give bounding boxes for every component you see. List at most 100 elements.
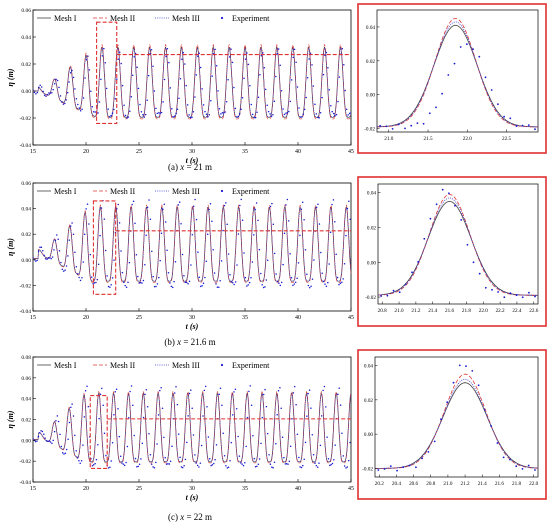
experiment-point bbox=[188, 280, 191, 283]
experiment-point bbox=[285, 204, 287, 206]
experiment-point bbox=[133, 56, 135, 58]
experiment-point bbox=[42, 90, 44, 93]
experiment-point bbox=[43, 254, 45, 257]
experiment-point bbox=[345, 108, 348, 111]
experiment-point bbox=[258, 458, 261, 460]
zoom-area bbox=[375, 364, 538, 472]
zoom-x-tick-label: 21.0 bbox=[443, 481, 452, 487]
experiment-point bbox=[273, 461, 276, 464]
experiment-point bbox=[84, 390, 87, 392]
experiment-point bbox=[189, 117, 192, 119]
experiment-point bbox=[301, 201, 304, 203]
experiment-point bbox=[201, 88, 203, 90]
experiment-point bbox=[327, 457, 330, 460]
experiment-point bbox=[275, 443, 277, 445]
experiment-point bbox=[192, 205, 195, 208]
experiment-point bbox=[61, 451, 64, 454]
zoom-experiment-point bbox=[441, 92, 443, 95]
caption-a-suffix: = 21 m bbox=[184, 162, 212, 172]
experiment-point bbox=[292, 392, 295, 394]
experiment-point bbox=[336, 276, 339, 279]
experiment-point bbox=[208, 208, 210, 211]
experiment-point bbox=[40, 86, 43, 88]
experiment-point bbox=[75, 98, 78, 100]
experiment-point bbox=[324, 283, 326, 285]
zoom-experiment-point bbox=[509, 458, 511, 461]
experiment-point bbox=[298, 456, 300, 459]
experiment-point bbox=[216, 286, 219, 288]
experiment-point bbox=[79, 279, 82, 282]
experiment-point bbox=[123, 464, 126, 467]
experiment-point bbox=[92, 111, 95, 113]
zoom-experiment-point bbox=[386, 294, 389, 297]
experiment-point bbox=[76, 273, 79, 275]
experiment-point bbox=[334, 115, 336, 117]
legend-label: Experiment bbox=[232, 187, 270, 196]
experiment-point bbox=[56, 234, 58, 236]
experiment-point bbox=[220, 260, 223, 262]
experiment-point bbox=[330, 104, 332, 107]
experiment-point bbox=[263, 66, 266, 69]
experiment-point bbox=[198, 466, 200, 468]
experiment-point bbox=[266, 432, 269, 435]
zoom-experiment-point bbox=[446, 401, 449, 404]
zoom-experiment-point bbox=[472, 261, 475, 264]
experiment-point bbox=[211, 463, 214, 466]
experiment-point bbox=[311, 278, 314, 280]
experiment-point bbox=[45, 440, 48, 442]
experiment-point bbox=[255, 202, 258, 204]
experiment-point bbox=[36, 91, 39, 94]
experiment-point bbox=[84, 77, 86, 79]
zoom-experiment-point bbox=[509, 292, 512, 294]
experiment-point bbox=[308, 389, 311, 391]
zoom-experiment-point bbox=[491, 288, 493, 291]
zoom-experiment-point bbox=[422, 122, 425, 125]
experiment-point bbox=[132, 200, 135, 202]
x-tick-label: 25 bbox=[136, 315, 142, 321]
experiment-point bbox=[282, 108, 284, 110]
experiment-point bbox=[215, 65, 218, 67]
experiment-point bbox=[47, 257, 50, 259]
experiment-point bbox=[210, 464, 212, 467]
experiment-point bbox=[234, 388, 237, 391]
zoom-experiment-point bbox=[515, 125, 518, 127]
experiment-point bbox=[299, 466, 301, 468]
experiment-point bbox=[48, 440, 50, 442]
experiment-point bbox=[276, 280, 279, 283]
experiment-point bbox=[343, 465, 346, 467]
experiment-point bbox=[178, 97, 180, 99]
experiment-point bbox=[211, 75, 213, 77]
experiment-point bbox=[302, 464, 304, 467]
experiment-point bbox=[337, 393, 339, 395]
experiment-point bbox=[177, 433, 180, 435]
experiment-point bbox=[117, 203, 119, 206]
experiment-point bbox=[150, 49, 153, 51]
experiment-point bbox=[194, 454, 196, 456]
experiment-point bbox=[61, 101, 63, 103]
experiment-point bbox=[275, 273, 277, 275]
experiment-point bbox=[62, 270, 65, 272]
x-tick-label: 15 bbox=[30, 315, 36, 321]
experiment-point bbox=[250, 404, 253, 407]
experiment-point bbox=[195, 74, 198, 76]
experiment-point bbox=[148, 432, 150, 435]
experiment-point bbox=[308, 286, 311, 289]
experiment-point bbox=[223, 204, 226, 207]
experiment-point bbox=[253, 234, 255, 236]
experiment-point bbox=[260, 442, 262, 445]
experiment-point bbox=[143, 116, 146, 118]
y-tick-label: 0.06 bbox=[21, 181, 31, 187]
experiment-point bbox=[55, 420, 57, 422]
experiment-point bbox=[157, 414, 160, 416]
experiment-point bbox=[165, 55, 167, 58]
experiment-point bbox=[120, 250, 122, 252]
zoom-experiment-point bbox=[417, 261, 419, 263]
experiment-point bbox=[96, 278, 99, 281]
zoom-x-tick-label: 21.6 bbox=[495, 481, 504, 487]
experiment-point bbox=[102, 404, 104, 407]
zoom-experiment-point bbox=[478, 272, 481, 275]
zoom-area bbox=[378, 188, 538, 299]
caption-c-suffix: = 22 m bbox=[184, 512, 212, 522]
experiment-point bbox=[141, 282, 143, 284]
experiment-point bbox=[163, 436, 165, 439]
